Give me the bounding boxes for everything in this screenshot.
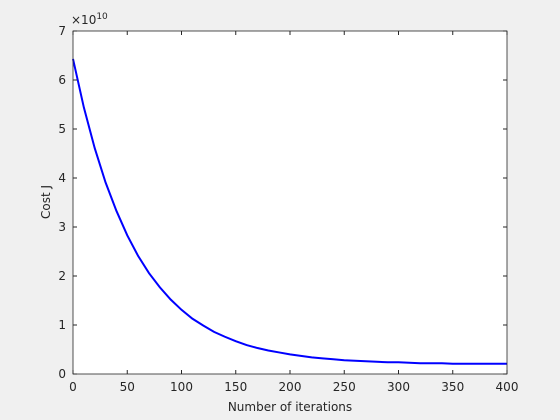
y-tick-label: 1 (58, 318, 66, 332)
x-tick-label: 150 (224, 380, 247, 394)
y-tick-label: 0 (58, 367, 66, 381)
x-tick-label: 50 (120, 380, 135, 394)
y-tick-label: 6 (58, 73, 66, 87)
x-axis-label: Number of iterations (228, 400, 352, 414)
multiplier-base: ×10 (71, 13, 96, 27)
y-tick-label: 2 (58, 269, 66, 283)
x-tick-label: 250 (333, 380, 356, 394)
x-tick-label: 200 (279, 380, 302, 394)
x-tick-label: 0 (69, 380, 77, 394)
x-tick-label: 400 (496, 380, 519, 394)
y-axis-label: Cost J (39, 185, 53, 219)
y-tick-label: 7 (58, 24, 66, 38)
multiplier-exponent: 10 (96, 12, 108, 22)
x-tick-label: 300 (387, 380, 410, 394)
y-tick-label: 3 (58, 220, 66, 234)
y-tick-label: 4 (58, 171, 66, 185)
plot-area (73, 31, 507, 374)
y-multiplier: ×1010 (71, 12, 108, 27)
x-tick-label: 350 (441, 380, 464, 394)
data-line (72, 58, 507, 365)
y-tick-label: 5 (58, 122, 66, 136)
x-tick-label: 100 (170, 380, 193, 394)
